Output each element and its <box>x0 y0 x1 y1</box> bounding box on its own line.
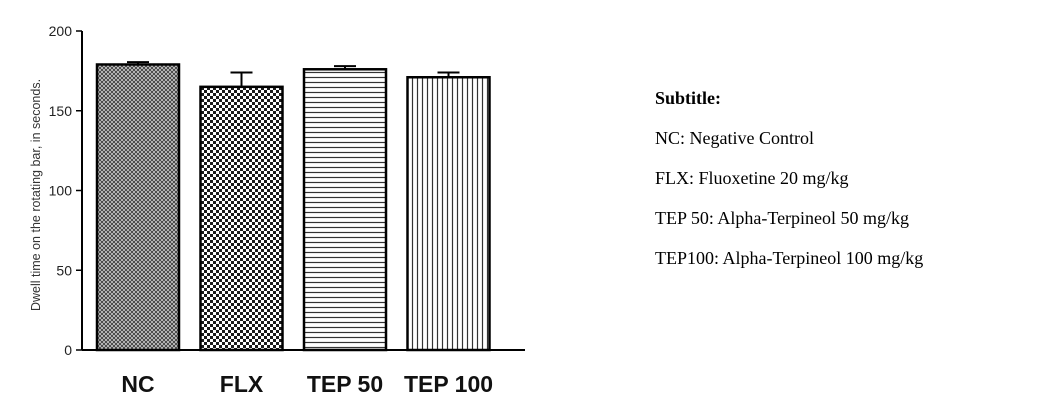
y-tick-label: 50 <box>56 262 72 278</box>
x-tick-label: NC <box>121 371 154 397</box>
y-tick-label: 100 <box>49 183 73 199</box>
bar-flx <box>199 85 284 352</box>
bar-tep-100 <box>406 76 491 352</box>
y-tick-label: 0 <box>64 342 72 358</box>
bar-nc <box>95 63 181 352</box>
legend-panel: Subtitle: NC: Negative Control FLX: Fluo… <box>655 88 1055 288</box>
legend-entry-tep100: TEP100: Alpha-Terpineol 100 mg/kg <box>655 248 924 268</box>
y-tick-label: 200 <box>49 23 73 39</box>
y-axis-label: Dwell time on the rotating bar, in secon… <box>29 79 43 311</box>
bar-tep-50 <box>302 68 388 352</box>
bars <box>95 61 491 352</box>
bar-chart: Dwell time on the rotating bar, in secon… <box>29 23 525 397</box>
legend-heading: Subtitle: <box>655 88 722 108</box>
x-tick-label: TEP 50 <box>307 371 383 397</box>
x-axis-labels: NC FLX TEP 50 TEP 100 <box>121 371 493 397</box>
x-tick-label: TEP 100 <box>404 371 493 397</box>
legend-entry-flx: FLX: Fluoxetine 20 mg/kg <box>655 168 849 188</box>
legend-entry-nc: NC: Negative Control <box>655 128 814 148</box>
y-tick-label: 150 <box>49 103 73 119</box>
legend-entry-tep50: TEP 50: Alpha-Terpineol 50 mg/kg <box>655 208 910 228</box>
x-tick-label: FLX <box>220 371 264 397</box>
